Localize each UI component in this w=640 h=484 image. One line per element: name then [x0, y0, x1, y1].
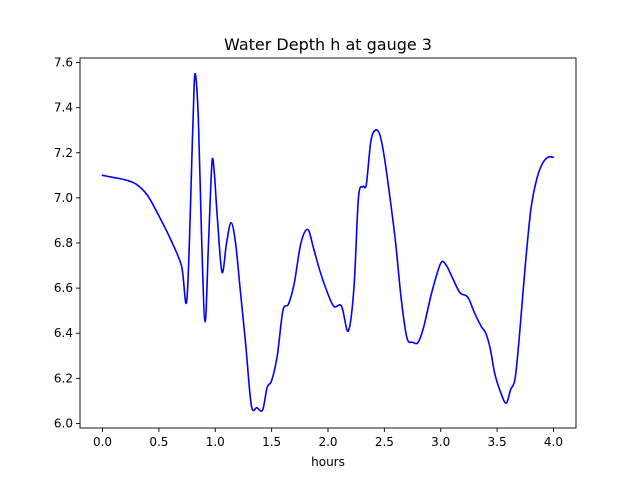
x-tick-label: 1.5	[262, 435, 281, 449]
plot-area	[101, 72, 555, 412]
y-axis: 6.0 6.2 6.4 6.6 6.8 7.0 7.2 7.4 7.6	[54, 56, 80, 430]
x-tick-label: 2.5	[375, 435, 394, 449]
y-tick-label: 7.0	[54, 191, 73, 205]
series-line	[101, 72, 555, 412]
y-tick-label: 6.0	[54, 416, 73, 430]
x-axis-label: hours	[311, 455, 345, 469]
y-tick-label: 7.4	[54, 101, 73, 115]
y-tick-label: 7.6	[54, 56, 73, 70]
x-tick-label: 0.0	[93, 435, 112, 449]
y-tick-label: 6.2	[54, 371, 73, 385]
x-tick-label: 3.0	[431, 435, 450, 449]
x-tick-label: 4.0	[544, 435, 563, 449]
y-tick-label: 6.4	[54, 326, 73, 340]
x-tick-label: 0.5	[149, 435, 168, 449]
chart-title: Water Depth h at gauge 3	[224, 35, 432, 54]
y-tick-label: 7.2	[54, 146, 73, 160]
x-tick-label: 1.0	[206, 435, 225, 449]
x-axis: 0.0 0.5 1.0 1.5 2.0 2.5 3.0 3.5 4.0	[93, 428, 563, 449]
y-tick-label: 6.6	[54, 281, 73, 295]
y-tick-label: 6.8	[54, 236, 73, 250]
x-tick-label: 2.0	[318, 435, 337, 449]
x-tick-label: 3.5	[488, 435, 507, 449]
